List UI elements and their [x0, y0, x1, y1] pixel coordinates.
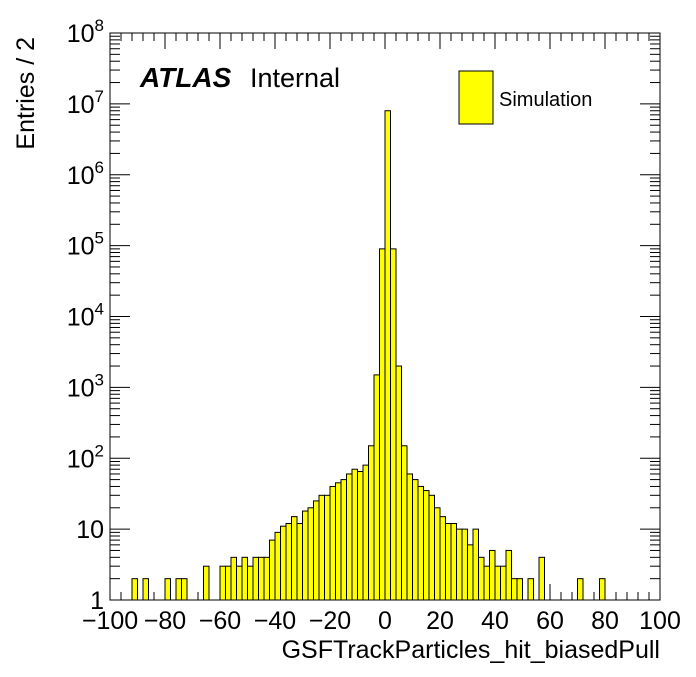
histogram-bin	[164, 578, 171, 601]
histogram-bin	[395, 365, 402, 601]
histogram-bin	[599, 578, 606, 601]
x-tick-label: −80	[144, 607, 186, 635]
x-tick-label: 40	[481, 607, 509, 635]
x-tick-label: −20	[309, 607, 351, 635]
y-tick-label: 103	[67, 370, 104, 402]
histogram-bin	[401, 445, 408, 601]
histogram-bin	[423, 490, 430, 601]
histogram-bin	[351, 468, 358, 601]
histogram-bin	[280, 525, 287, 601]
histogram-bin	[236, 565, 243, 601]
histogram-bin	[329, 485, 336, 601]
histogram-bin	[450, 523, 457, 601]
histogram-bin	[478, 556, 485, 601]
histogram-bin	[346, 473, 353, 601]
y-tick-label: 108	[67, 16, 104, 48]
histogram-bin	[230, 556, 237, 601]
histogram-bin	[445, 523, 452, 601]
histogram-bin	[291, 516, 298, 601]
histogram-bin	[340, 479, 347, 601]
histogram-bin	[577, 578, 584, 601]
y-tick-label: 105	[67, 229, 104, 261]
histogram-bin	[483, 565, 490, 601]
histogram-bin	[225, 565, 232, 601]
histogram-bin	[527, 578, 534, 601]
histogram-bin	[511, 578, 518, 601]
y-tick-label: 107	[67, 87, 104, 119]
histogram-bin	[516, 578, 523, 601]
atlas-label: ATLAS	[139, 62, 232, 93]
legend-swatch	[458, 70, 494, 125]
histogram-bin	[472, 528, 479, 601]
histogram-bin	[263, 556, 270, 601]
x-tick-label: 20	[426, 607, 454, 635]
x-tick-label: −100	[82, 607, 138, 635]
histogram-bin	[467, 544, 474, 601]
histogram-bin	[258, 556, 265, 601]
histogram-bin	[412, 479, 419, 601]
legend-label: Simulation	[499, 89, 592, 111]
x-tick-label: 100	[639, 607, 681, 635]
labels-layer: ATLAS Internal Simulation GSFTrackPartic…	[12, 37, 660, 664]
histogram-bin	[203, 565, 210, 601]
x-tick-label: −40	[254, 607, 296, 635]
histogram-bin	[252, 556, 259, 601]
y-tick-label: 10	[76, 516, 104, 544]
histogram-bin	[500, 565, 507, 601]
histogram-bin	[428, 494, 435, 601]
y-tick-label: 102	[67, 441, 104, 473]
histogram-bin	[461, 528, 468, 601]
histogram-bin	[373, 374, 380, 601]
histogram-bin	[357, 471, 364, 601]
y-tick-label: 106	[67, 158, 104, 190]
histogram-bin	[274, 531, 281, 601]
histogram-bin	[489, 549, 496, 601]
x-tick-label: 80	[591, 607, 619, 635]
histogram-bin	[142, 578, 149, 601]
histogram-bin	[417, 485, 424, 601]
y-tick-label: 1	[90, 587, 104, 615]
histogram-bin	[318, 494, 325, 601]
y-axis-label: Entries / 2	[12, 37, 40, 150]
histogram-bin	[296, 523, 303, 601]
histogram-bin	[379, 248, 386, 601]
histogram-bin	[307, 507, 314, 601]
histogram-bin	[538, 556, 545, 601]
histogram-bin	[505, 549, 512, 601]
histogram-bin	[368, 445, 375, 601]
histogram-bin	[384, 110, 391, 601]
histogram-bin	[302, 510, 309, 601]
histogram-bin	[456, 528, 463, 601]
histogram-bin	[269, 539, 276, 601]
histogram-bin	[175, 578, 182, 601]
histogram-bin	[390, 248, 397, 601]
atlas-status-label: Internal	[250, 63, 340, 93]
histogram-bin	[362, 464, 369, 601]
axes-layer: −100 −80 −60 −40 −20 0 20 40 60 80 100 1 10 102 103 104…	[67, 16, 681, 635]
histogram-bin	[439, 516, 446, 601]
x-tick-label: −60	[199, 607, 241, 635]
histogram-bin	[219, 565, 226, 601]
histogram-bin	[313, 500, 320, 601]
histogram-bin	[335, 482, 342, 601]
histogram-bin	[131, 578, 138, 601]
x-tick-label: 0	[378, 607, 392, 635]
histogram-bin	[406, 473, 413, 601]
histogram-bin	[241, 556, 248, 601]
histogram-bin	[181, 578, 188, 601]
x-tick-label: 60	[536, 607, 564, 635]
x-axis-label: GSFTrackParticles_hit_biasedPull	[282, 636, 660, 664]
histogram-bin	[247, 565, 254, 601]
histogram-bin	[434, 507, 441, 601]
histogram-bin	[494, 565, 501, 601]
histogram-bin	[324, 494, 331, 601]
y-tick-label: 104	[67, 300, 104, 332]
histogram-bin	[285, 523, 292, 601]
